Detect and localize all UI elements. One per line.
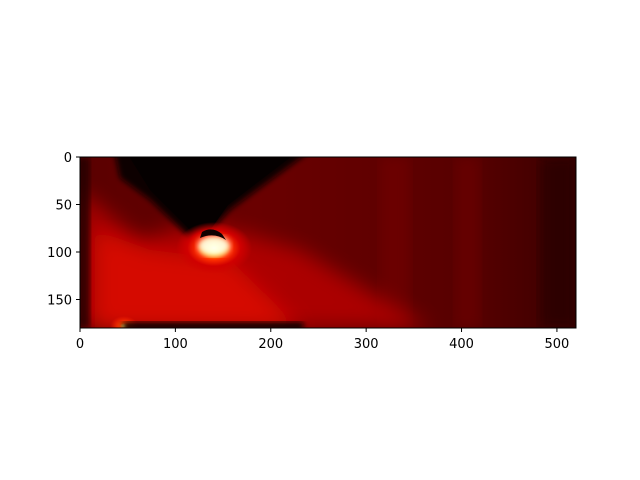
heatmap-image [80, 157, 576, 328]
heatmap-bottom-strip [122, 322, 304, 328]
y-tick-label: 100 [47, 246, 72, 261]
x-tick-label: 300 [354, 337, 379, 352]
heatmap-bright-region [95, 230, 300, 328]
heatmap-streak [455, 157, 480, 328]
heatmap-wedge-core [129, 157, 291, 236]
x-tick-label: 0 [76, 337, 84, 352]
heatmap-hot-core [198, 236, 230, 256]
y-axis: 0 50 100 150 [47, 151, 80, 309]
heatmap-hot-notch [200, 229, 226, 240]
x-tick-label: 400 [449, 337, 474, 352]
x-tick-label: 200 [258, 337, 283, 352]
x-tick-label: 500 [545, 337, 570, 352]
heatmap-streak [380, 157, 410, 328]
x-axis: 0 100 200 300 400 500 [76, 328, 569, 352]
x-tick-label: 100 [163, 337, 188, 352]
heatmap-streak [540, 157, 576, 328]
y-tick-label: 0 [64, 151, 72, 166]
y-tick-label: 50 [55, 199, 72, 214]
y-tick-label: 150 [47, 294, 72, 309]
axes-frame [79, 156, 577, 329]
heatmap-left-edge [80, 157, 90, 328]
